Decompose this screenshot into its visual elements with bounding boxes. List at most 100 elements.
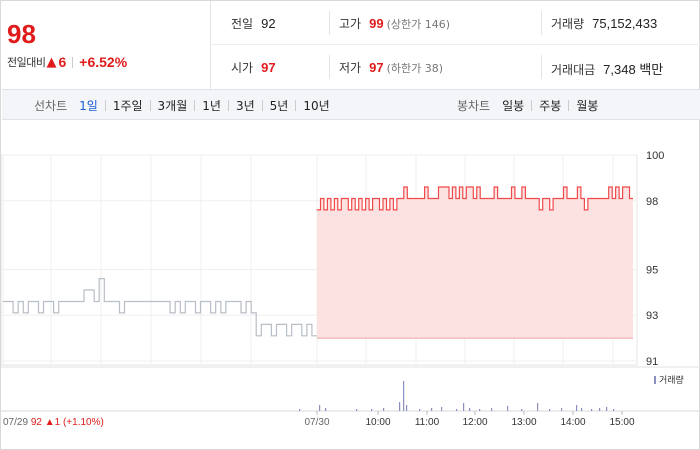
- price-chart[interactable]: 100 98 95 93 91 거래량 07/30 10:00 11:00 12:00 13:00 1…: [1, 121, 700, 450]
- tab-candle-period-2[interactable]: 월봉: [576, 99, 599, 113]
- candle-chart-tabs: 봉차트 일봉 주봉 월봉: [457, 97, 598, 114]
- stat-upper-limit: (상한가 146): [386, 18, 450, 31]
- current-price: 98: [7, 19, 36, 49]
- stat-label: 거래대금: [551, 63, 596, 77]
- stat-label: 전일: [231, 17, 254, 31]
- volume-bar: [581, 408, 583, 411]
- stats-panel: 전일 92 고가 99 (상한가 146) 거래량 75,152,433 시가 …: [211, 1, 700, 89]
- divider: [329, 55, 330, 79]
- volume-bar: [491, 408, 493, 411]
- volume-bar: [441, 407, 443, 411]
- stat-amount: 거래대금 7,348 백만: [551, 59, 663, 78]
- stat-label: 거래량: [551, 17, 585, 31]
- volume-bar: [599, 408, 601, 411]
- volume-bar: [371, 409, 373, 411]
- change-label: 전일대비: [7, 56, 46, 69]
- volume-bar: [507, 406, 509, 411]
- tab-divider: [295, 100, 297, 111]
- volume-bar: [591, 409, 593, 411]
- prev-day-summary-part: ▲: [45, 417, 55, 428]
- stat-value: 97: [369, 60, 384, 75]
- tab-divider: [261, 100, 263, 111]
- stat-high: 고가 99 (상한가 146): [339, 15, 450, 32]
- volume-bar: [479, 409, 481, 411]
- stats-row-2: 시가 97 저가 97 (하한가 38) 거래대금 7,348 백만: [211, 45, 700, 89]
- line-chart-title: 선차트: [34, 99, 68, 113]
- prev-day-summary: 07/29 92 ▲1 (+1.10%): [3, 417, 104, 428]
- stat-low: 저가 97 (하한가 38): [339, 59, 443, 76]
- tab-candle-period-0[interactable]: 일봉: [502, 99, 525, 113]
- stat-value: 97: [261, 60, 276, 75]
- y-tick-label: 100: [646, 150, 664, 162]
- volume-bar: [613, 409, 615, 411]
- stat-value: 75,152,433: [592, 16, 658, 31]
- tab-divider: [149, 100, 151, 111]
- tab-line-period-5[interactable]: 5년: [269, 99, 289, 113]
- y-tick-label: 93: [646, 310, 658, 322]
- volume-bar: [469, 408, 471, 411]
- divider: [541, 11, 542, 35]
- prev-day-line: [2, 278, 317, 337]
- volume-bar: [319, 405, 321, 411]
- tab-line-period-1[interactable]: 1주일: [112, 99, 143, 113]
- tab-line-period-4[interactable]: 3년: [235, 99, 255, 113]
- volume-bar: [383, 408, 385, 411]
- stat-lower-limit: (하한가 38): [386, 62, 443, 75]
- stats-row-1: 전일 92 고가 99 (상한가 146) 거래량 75,152,433: [211, 1, 700, 45]
- y-tick-label: 95: [646, 264, 658, 276]
- x-tick-label: 07/30: [304, 417, 329, 428]
- x-tick-label: 11:00: [415, 417, 440, 428]
- volume-bar: [419, 409, 421, 411]
- volume-bar: [561, 408, 563, 411]
- stat-volume: 거래량 75,152,433: [551, 15, 657, 32]
- divider: [541, 55, 542, 79]
- tab-candle-period-1[interactable]: 주봉: [539, 99, 562, 113]
- y-tick-label: 91: [646, 356, 658, 368]
- chart-period-bar: 선차트 1일 1주일 3개월 1년 3년 5년 10년 봉차트 일봉 주봉 월봉: [2, 89, 700, 120]
- up-triangle-icon: ▲: [46, 54, 57, 70]
- stat-prev-close: 전일 92: [231, 15, 276, 32]
- volume-bar: [606, 407, 608, 411]
- prev-day-summary-part: 1: [55, 417, 63, 428]
- price-summary: 98 전일대비 ▲ 6 +6.52%: [1, 1, 211, 89]
- volume-bar: [576, 405, 578, 411]
- prev-day-summary-part: (+1.10%): [63, 417, 104, 428]
- stat-value: 7,348 백만: [603, 62, 664, 77]
- stat-label: 저가: [339, 61, 362, 75]
- tab-divider: [227, 100, 229, 111]
- tab-divider: [194, 100, 196, 111]
- change-rate: +6.52%: [79, 54, 128, 70]
- line-chart-tabs: 선차트 1일 1주일 3개월 1년 3년 5년 10년: [34, 97, 330, 114]
- volume-bar: [521, 409, 523, 411]
- volume-bar: [431, 408, 433, 411]
- stat-value: 99: [369, 16, 384, 31]
- tab-divider: [531, 100, 533, 111]
- tab-line-period-6[interactable]: 10년: [303, 99, 330, 113]
- stat-value: 92: [261, 16, 276, 31]
- tab-line-period-3[interactable]: 1년: [202, 99, 221, 113]
- change-amount: 6: [58, 54, 67, 70]
- stat-open: 시가 97: [231, 59, 276, 76]
- volume-bar: [399, 402, 401, 411]
- stat-label: 시가: [231, 61, 254, 75]
- today-area: [317, 187, 633, 339]
- tab-divider: [104, 100, 106, 111]
- volume-bar: [325, 408, 327, 411]
- tab-line-period-0[interactable]: 1일: [79, 99, 98, 113]
- x-tick-label: 14:00: [560, 417, 585, 428]
- x-tick-label: 10:00: [365, 417, 390, 428]
- x-tick-label: 13:00: [511, 417, 536, 428]
- volume-legend: 거래량: [659, 374, 684, 386]
- prev-day-summary-part: 07/29: [3, 417, 31, 428]
- volume-bar: [356, 409, 358, 411]
- volume-bar: [403, 381, 405, 411]
- volume-bar: [463, 403, 465, 411]
- today-line: [316, 186, 633, 211]
- tab-line-period-2[interactable]: 3개월: [157, 99, 188, 113]
- volume-bar: [299, 409, 301, 411]
- x-tick-label: 15:00: [609, 417, 634, 428]
- change-row: 전일대비 ▲ 6 +6.52%: [7, 54, 127, 70]
- divider: [329, 11, 330, 35]
- prev-day-summary-part: 92: [31, 417, 45, 428]
